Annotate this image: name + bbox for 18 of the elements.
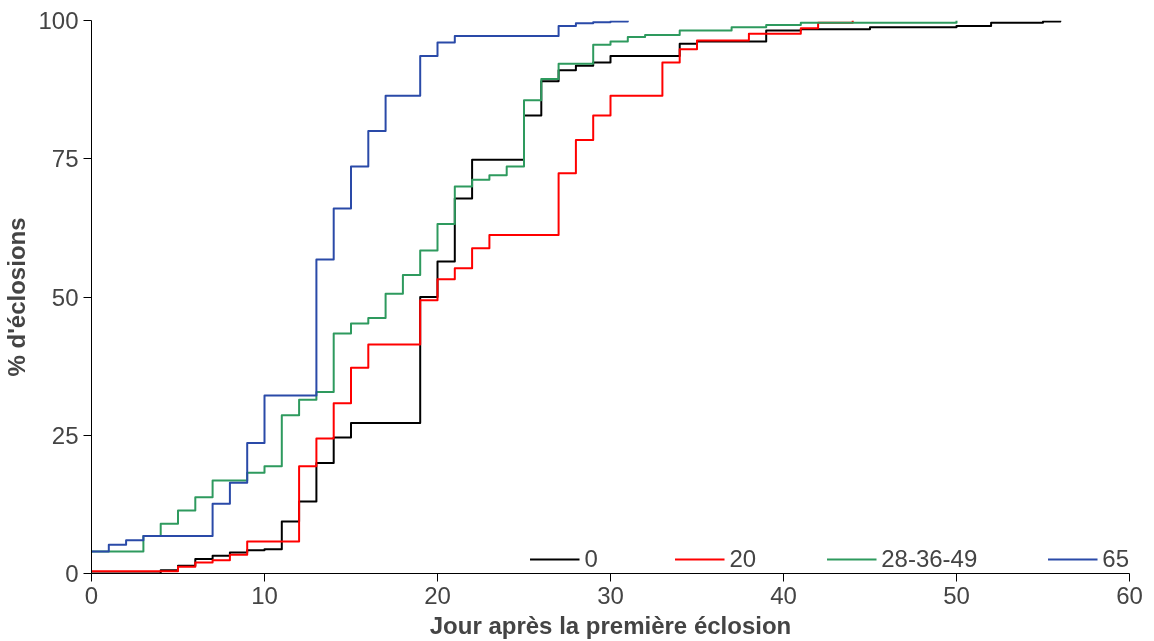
y-axis-title: % d'éclosions [3,217,31,377]
y-tick-label: 75 [51,145,79,173]
y-tick-label: 25 [51,421,79,449]
x-tick-label: 0 [84,581,99,609]
x-axis-title: Jour après la première éclosion [429,611,792,639]
y-tick-label: 0 [65,560,79,587]
x-tick-label: 30 [597,581,624,609]
legend-label: 28-36-49 [881,545,978,573]
x-tick-label: 50 [943,581,970,609]
legend-label: 65 [1102,545,1129,573]
x-tick-label: 10 [251,581,278,609]
legend-label: 0 [584,545,599,573]
x-tick-label: 40 [770,581,797,609]
x-tick-label: 60 [1116,581,1143,609]
y-tick-label: 50 [51,283,79,311]
legend-label: 20 [729,545,757,573]
y-tick-label: 100 [38,7,79,34]
x-tick-label: 20 [424,581,451,609]
